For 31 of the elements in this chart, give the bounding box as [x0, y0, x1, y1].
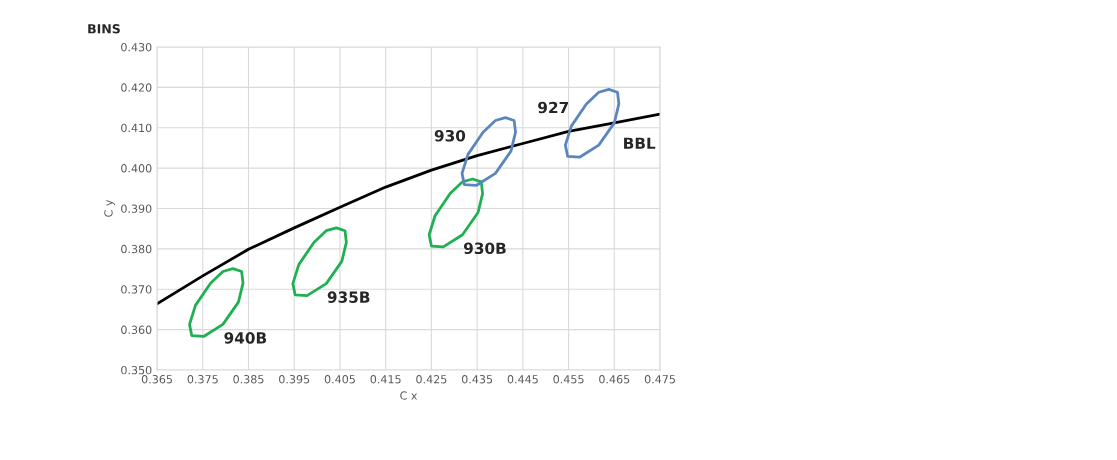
x-tick-label: 0.455: [553, 375, 584, 384]
y-tick-label: 0.380: [121, 244, 152, 254]
series-label: 930B: [463, 242, 506, 255]
y-tick-label: 0.390: [121, 204, 152, 213]
y-tick-label: 0.400: [121, 164, 152, 173]
y-tick-label: 0.370: [121, 285, 152, 294]
x-axis-title: C x: [400, 391, 418, 400]
x-tick-label: 0.435: [461, 375, 493, 384]
y-tick-label: 0.420: [121, 83, 152, 92]
x-tick-label: 0.405: [324, 375, 355, 384]
chart-title: BINS: [88, 24, 120, 34]
series-label: 930: [434, 129, 466, 142]
x-tick-label: 0.465: [599, 375, 630, 384]
x-tick-label: 0.475: [644, 375, 675, 384]
y-tick-label: 0.410: [121, 123, 152, 133]
series-label: 940B: [224, 332, 267, 344]
series-label: 927: [538, 101, 568, 114]
y-axis-title: C y: [104, 199, 115, 217]
x-tick-label: 0.365: [141, 375, 172, 384]
series-label: BBL: [624, 137, 656, 149]
x-tick-label: 0.385: [233, 375, 264, 384]
y-tick-label: 0.430: [121, 42, 152, 52]
x-tick-label: 0.445: [507, 375, 538, 384]
x-tick-label: 0.425: [416, 375, 447, 384]
x-tick-label: 0.395: [279, 375, 310, 384]
line-series: [157, 112, 661, 306]
x-tick-label: 0.375: [187, 375, 218, 384]
y-tick-label: 0.360: [121, 325, 152, 334]
x-tick-label: 0.415: [370, 375, 401, 384]
series-label: 935B: [327, 291, 370, 303]
y-tick-label: 0.350: [121, 365, 152, 375]
